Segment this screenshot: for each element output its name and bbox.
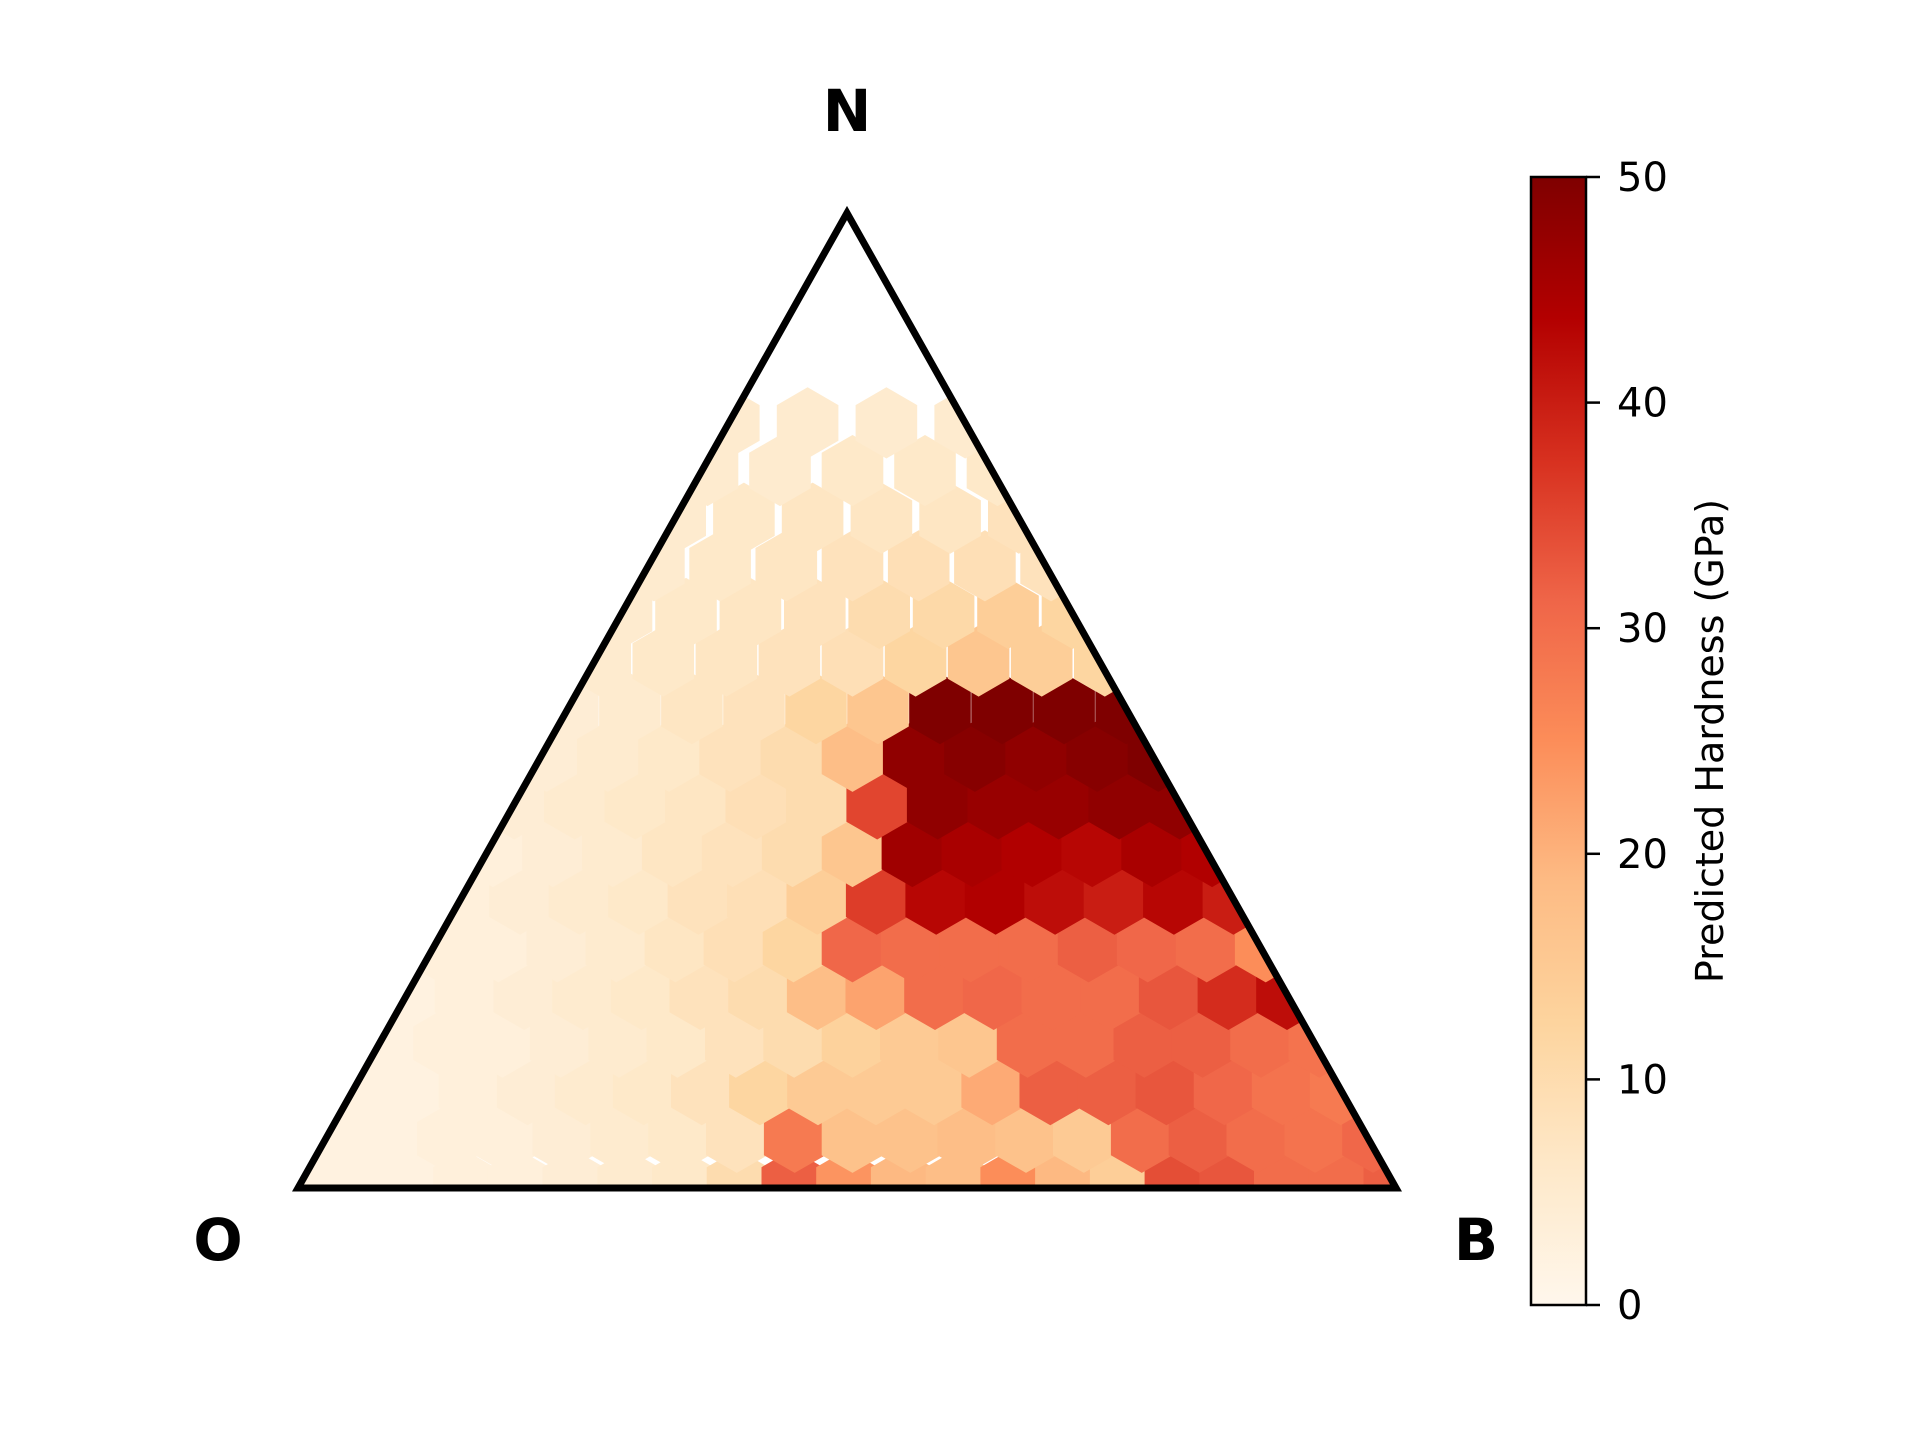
hexbin-cell	[882, 720, 945, 792]
hexbin-cell	[713, 482, 775, 554]
colorbar-tick-label: 50	[1617, 155, 1668, 201]
hexbin-cell	[941, 816, 1004, 888]
hexbin-cell	[887, 530, 950, 602]
hexbin-cell	[655, 577, 717, 649]
hexbin-cell	[786, 768, 848, 840]
hexbin-cell	[380, 1054, 443, 1126]
hexbin-cell	[850, 482, 913, 554]
hexbin-cell	[894, 435, 956, 507]
hexbin-cell	[821, 720, 884, 792]
hexbin-cell	[848, 577, 910, 649]
hexbin-cell	[1066, 720, 1128, 792]
hexbin-cell	[665, 768, 727, 840]
hexbin-cell	[1230, 1006, 1292, 1078]
hexbin-cell	[784, 577, 846, 649]
hexbin-cell	[758, 625, 821, 697]
hexbin-cell	[599, 673, 661, 745]
colorbar-tick-label: 30	[1617, 606, 1668, 652]
hexbin-cell	[667, 863, 730, 935]
colorbar-ticks: 0 10 20 30 40 50	[1586, 155, 1668, 1329]
hexbin-cell	[998, 911, 1061, 983]
hexbin-cell	[847, 673, 909, 745]
hexbin-cell	[1010, 625, 1073, 697]
hexbin-cell	[1001, 816, 1064, 888]
colorbar-tick-label: 0	[1617, 1283, 1642, 1329]
hexbin-cells	[298, 387, 1396, 1188]
hexbin-cell	[548, 863, 611, 935]
colorbar-tick-label: 40	[1617, 381, 1668, 427]
hexbin-cell	[434, 958, 497, 1030]
hexbin-cell	[781, 482, 844, 554]
hexbin-cell	[1171, 1006, 1234, 1078]
hexbin-cell	[552, 958, 614, 1030]
hexbin-cell	[1057, 911, 1120, 983]
hexbin-cell	[749, 435, 811, 507]
hexbin-cell	[1061, 816, 1123, 888]
ternary-triangle-outline	[292, 205, 1402, 1192]
hexbin-cell	[608, 863, 670, 935]
hexbin-cell	[438, 1054, 501, 1126]
colorbar-gradient	[1529, 175, 1588, 1307]
hexbin-cell	[947, 625, 1010, 697]
hexbin-cell	[755, 530, 818, 602]
hexbin-cell	[821, 625, 884, 697]
vertex-label-top: N	[823, 77, 872, 145]
hexbin-cell	[944, 720, 1006, 792]
hexbin-cell	[821, 435, 884, 507]
hexbin-cell	[493, 958, 556, 1030]
hexbin-cell	[1121, 816, 1183, 888]
hexbin-cell	[884, 625, 947, 697]
vertex-label-left: O	[193, 1206, 242, 1274]
hexbin-cell	[723, 673, 785, 745]
hexbin-cell	[544, 768, 606, 840]
colorbar: 0 10 20 30 40 50 Predicted Hardness (GPa)	[1529, 155, 1732, 1329]
hexbin-cell	[489, 863, 551, 935]
hexbin-cell	[1116, 911, 1179, 983]
hexbin-cell	[604, 768, 667, 840]
hexbin-cell	[821, 530, 884, 602]
hexbin-cell	[1005, 720, 1067, 792]
hexbin-cell	[855, 387, 918, 459]
hexbin-cell	[1284, 1101, 1346, 1173]
hexbin-cell	[719, 577, 782, 649]
vertex-label-right: B	[1454, 1206, 1498, 1274]
colorbar-tick-label: 20	[1617, 832, 1668, 878]
colorbar-tick-label: 10	[1617, 1057, 1668, 1103]
hexbin-cell	[776, 387, 839, 459]
hexbin-cell	[1175, 911, 1238, 983]
hexbin-cell	[785, 673, 847, 745]
colorbar-title: Predicted Hardness (GPa)	[1688, 499, 1732, 983]
hexbin-cell	[1113, 1006, 1176, 1078]
hexbin-cell	[661, 673, 723, 745]
hexbin-cell	[725, 768, 788, 840]
hexbin-cell	[954, 530, 1016, 602]
